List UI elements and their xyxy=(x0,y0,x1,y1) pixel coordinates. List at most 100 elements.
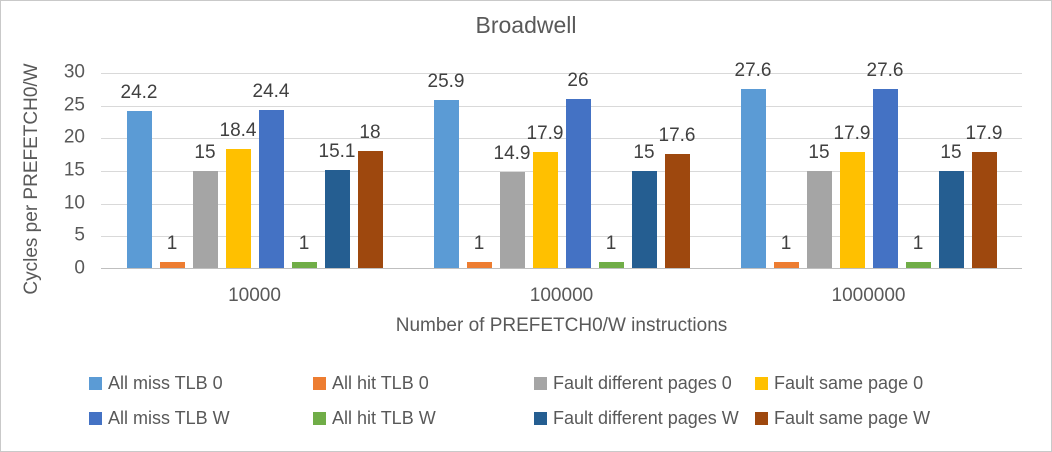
legend-marker-icon xyxy=(313,377,326,390)
y-axis-tick-label: 15 xyxy=(63,159,85,181)
gridline xyxy=(101,236,1022,238)
x-axis-category-labels: 10000 100000 1000000 xyxy=(101,285,1022,307)
bar: 27.6 xyxy=(735,60,771,269)
x-axis-category-label: 1000000 xyxy=(831,285,906,306)
y-axis-tick-label: 0 xyxy=(74,257,85,279)
bar: 14.9 xyxy=(494,143,530,269)
legend-marker-icon xyxy=(313,412,326,425)
chart-title: Broadwell xyxy=(475,12,577,38)
legend-marker-icon xyxy=(534,412,547,425)
data-label: 1 xyxy=(166,233,178,255)
x-axis-title: Number of PREFETCH0/W instructions xyxy=(395,315,728,336)
x-axis-line xyxy=(101,268,1022,269)
legend-marker-icon xyxy=(89,377,102,390)
data-label: 24.4 xyxy=(252,80,290,102)
data-label: 27.6 xyxy=(866,59,904,81)
bar: 24.2 xyxy=(121,82,157,269)
bar-group: 27.6 1 15 17.9 27.6 1 15 17.9 xyxy=(735,60,1002,269)
legend-label: Fault different pages 0 xyxy=(553,373,732,393)
legend-item: Fault same page W xyxy=(755,408,930,429)
legend-item: All hit TLB W xyxy=(313,408,534,429)
legend-item: Fault different pages 0 xyxy=(534,373,755,394)
data-label: 18 xyxy=(359,122,381,144)
legend-item: All miss TLB 0 xyxy=(89,373,313,394)
y-axis-tick-label: 5 xyxy=(74,224,85,246)
legend-marker-icon xyxy=(755,412,768,425)
bar: 17.9 xyxy=(966,123,1002,269)
legend-item: All miss TLB W xyxy=(89,408,313,429)
gridline xyxy=(101,73,1022,74)
bar: 24.4 xyxy=(253,81,289,269)
legend-item: Fault different pages W xyxy=(534,408,755,429)
bar: 1 xyxy=(291,233,317,269)
legend-label: Fault same page 0 xyxy=(774,373,924,393)
bar: 15 xyxy=(938,142,964,269)
y-axis-tick-label: 10 xyxy=(63,192,85,214)
legend-marker-icon xyxy=(755,377,768,390)
bar: 1 xyxy=(159,233,185,269)
bar: 15 xyxy=(192,142,218,269)
data-label: 15 xyxy=(808,142,830,163)
data-label: 27.6 xyxy=(734,59,772,81)
data-label: 1 xyxy=(912,233,924,255)
x-axis-category-label: 10000 xyxy=(228,285,281,306)
bar: 1 xyxy=(773,233,799,269)
legend-label: All miss TLB 0 xyxy=(108,373,223,393)
data-label: 14.9 xyxy=(493,142,531,164)
gridline xyxy=(101,171,1022,172)
plot-area: 24.2 1 15 18.4 24.4 1 15.1 18 25.9 1 14.9 17.9 26 1 15… xyxy=(101,60,1022,269)
gridline xyxy=(101,105,1022,107)
y-axis-tick-labels: 0 5 10 15 20 25 30 xyxy=(1,62,87,279)
data-label: 17.9 xyxy=(965,123,1003,145)
data-label: 17.9 xyxy=(833,123,871,145)
data-label: 15 xyxy=(194,142,216,163)
bar-group: 24.2 1 15 18.4 24.4 1 15.1 18 xyxy=(121,81,383,269)
x-axis-category-label: 100000 xyxy=(529,285,594,306)
gridline xyxy=(101,138,1022,140)
data-label: 24.2 xyxy=(120,81,158,103)
data-label: 15 xyxy=(633,142,655,163)
bar: 17.9 xyxy=(834,123,870,269)
bar-groups: 24.2 1 15 18.4 24.4 1 15.1 18 25.9 1 14.9 17.9 26 1 15… xyxy=(101,60,1022,269)
data-label: 1 xyxy=(473,233,485,255)
bar: 18 xyxy=(357,122,383,269)
legend-label: All hit TLB W xyxy=(332,408,436,428)
legend-marker-icon xyxy=(534,377,547,390)
bar: 1 xyxy=(905,233,931,269)
bar: 15 xyxy=(806,142,832,269)
data-label: 25.9 xyxy=(427,70,465,92)
bar-group: 25.9 1 14.9 17.9 26 1 15 17.6 xyxy=(428,70,695,269)
bar: 1 xyxy=(466,233,492,269)
data-label: 26 xyxy=(567,70,589,92)
legend-item: All hit TLB 0 xyxy=(313,373,534,394)
legend-label: All hit TLB 0 xyxy=(332,373,429,393)
legend: All miss TLB 0 All hit TLB 0 Fault differe… xyxy=(89,373,930,429)
bar: 18.4 xyxy=(220,120,256,269)
y-axis-tick-label: 30 xyxy=(63,61,85,83)
data-label: 15.1 xyxy=(318,141,356,163)
legend-label: Fault different pages W xyxy=(553,408,739,428)
bar: 27.6 xyxy=(867,60,903,269)
legend-item: Fault same page 0 xyxy=(755,373,930,394)
gridline xyxy=(101,203,1022,205)
data-label: 1 xyxy=(605,233,617,255)
y-axis-tick-label: 20 xyxy=(63,126,85,148)
bar: 15.1 xyxy=(319,141,355,269)
bar: 26 xyxy=(565,70,591,269)
data-label: 15 xyxy=(940,142,962,163)
data-label: 18.4 xyxy=(219,119,257,141)
data-label: 1 xyxy=(780,233,792,255)
data-label: 17.6 xyxy=(658,125,696,147)
bar: 17.6 xyxy=(659,125,695,269)
y-axis-tick-label: 25 xyxy=(63,94,85,116)
bar: 15 xyxy=(631,142,657,269)
data-label: 17.9 xyxy=(526,123,564,145)
bar: 25.9 xyxy=(428,71,464,269)
data-label: 1 xyxy=(298,233,310,255)
bar: 1 xyxy=(598,233,624,269)
legend-label: Fault same page W xyxy=(774,408,931,428)
legend-marker-icon xyxy=(89,412,102,425)
legend-label: All miss TLB W xyxy=(108,408,230,428)
bar: 17.9 xyxy=(527,123,563,269)
